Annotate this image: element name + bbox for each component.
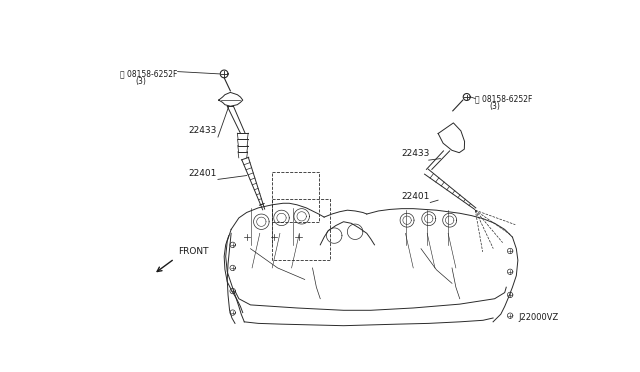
Text: 22433: 22433 <box>402 149 430 158</box>
Text: J22000VZ: J22000VZ <box>518 313 558 322</box>
Text: 22401: 22401 <box>402 192 430 201</box>
Text: (3): (3) <box>136 77 147 86</box>
Text: 22433: 22433 <box>189 126 217 135</box>
Text: FRONT: FRONT <box>179 247 209 256</box>
Text: 22401: 22401 <box>189 169 217 177</box>
Text: (3): (3) <box>489 102 500 111</box>
Text: Ⓑ 08158-6252F: Ⓑ 08158-6252F <box>476 95 532 104</box>
Text: Ⓑ 08158-6252F: Ⓑ 08158-6252F <box>120 69 178 78</box>
